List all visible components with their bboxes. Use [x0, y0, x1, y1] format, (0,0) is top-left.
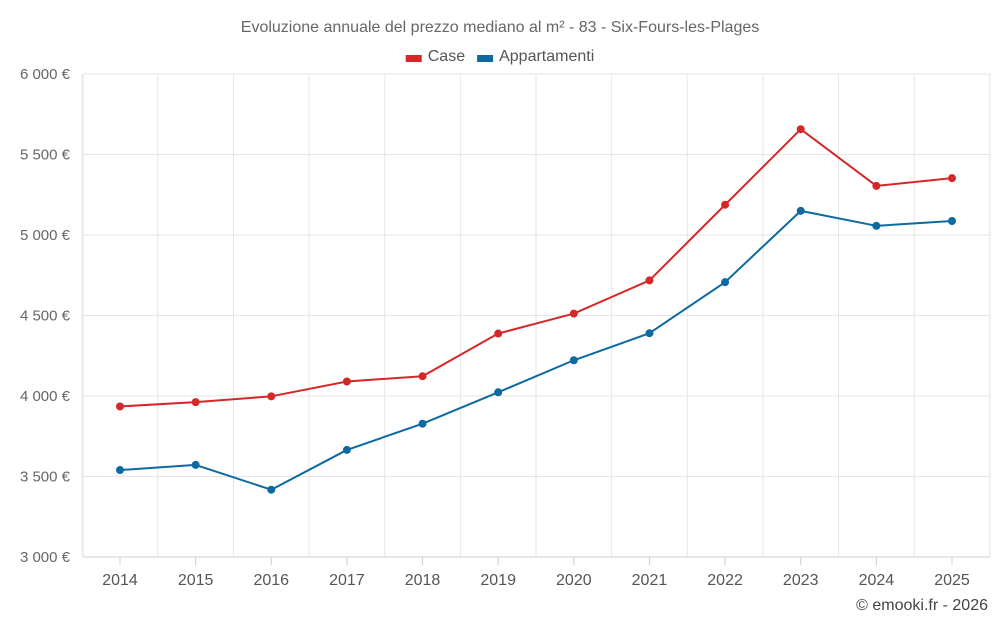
- x-tick-label: 2018: [405, 572, 441, 589]
- data-point-case[interactable]: [721, 200, 730, 209]
- data-point-case[interactable]: [116, 402, 124, 411]
- legend-swatch: [477, 55, 494, 62]
- data-point-case[interactable]: [494, 329, 503, 338]
- x-tick-label: 2015: [178, 572, 214, 589]
- legend-item-appartamenti[interactable]: Appartamenti: [477, 48, 594, 65]
- x-tick-label: 2023: [783, 572, 819, 589]
- y-tick-label: 3 000 €: [20, 549, 71, 566]
- y-tick-label: 4 500 €: [20, 308, 71, 325]
- data-point-appartamenti[interactable]: [116, 466, 124, 475]
- data-point-case[interactable]: [418, 372, 427, 381]
- chart-title: Evoluzione annuale del prezzo mediano al…: [241, 19, 759, 36]
- y-tick-label: 5 500 €: [20, 147, 71, 164]
- data-point-appartamenti[interactable]: [721, 278, 730, 287]
- legend-item-case[interactable]: Case: [405, 48, 465, 65]
- x-tick-label: 2022: [707, 572, 743, 589]
- series-line-appartamenti: [119, 209, 953, 491]
- x-tick-label: 2014: [102, 572, 138, 589]
- data-point-appartamenti[interactable]: [494, 388, 503, 397]
- series-appartamenti: [116, 206, 956, 494]
- data-point-appartamenti[interactable]: [796, 206, 805, 215]
- data-point-appartamenti[interactable]: [948, 216, 956, 225]
- legend-swatch: [405, 55, 422, 62]
- data-point-case[interactable]: [645, 276, 654, 285]
- legend-label: Case: [428, 48, 465, 65]
- gridlines: [81, 73, 991, 558]
- data-point-case[interactable]: [569, 309, 578, 318]
- data-point-case[interactable]: [267, 392, 276, 401]
- data-point-appartamenti[interactable]: [569, 356, 578, 365]
- data-point-case[interactable]: [872, 181, 881, 190]
- y-tick-label: 5 000 €: [20, 227, 71, 244]
- series-case: [116, 125, 956, 411]
- x-tick-label: 2020: [556, 572, 592, 589]
- legend: Case Appartamenti: [405, 48, 594, 65]
- credit-text: © emooki.fr - 2026: [856, 597, 988, 614]
- x-axis: 2014 2015 2016 2017 2018 2019 2020 2021 2022 2023…: [102, 557, 970, 589]
- y-tick-label: 3 500 €: [20, 469, 71, 486]
- data-point-appartamenti[interactable]: [872, 221, 881, 230]
- x-tick-label: 2025: [934, 572, 970, 589]
- data-point-appartamenti[interactable]: [645, 329, 654, 338]
- series-line-case: [119, 128, 953, 408]
- data-point-appartamenti[interactable]: [342, 445, 351, 454]
- data-point-case[interactable]: [191, 398, 200, 407]
- x-tick-label: 2021: [632, 572, 668, 589]
- data-point-appartamenti[interactable]: [267, 485, 276, 494]
- series-layer: [116, 125, 956, 494]
- legend-label: Appartamenti: [499, 48, 594, 65]
- x-tick-label: 2019: [480, 572, 516, 589]
- data-point-case[interactable]: [948, 174, 956, 183]
- y-axis: 3 000 € 3 500 € 4 000 € 4 500 € 5 000 € 5 500…: [20, 66, 71, 566]
- y-tick-label: 4 000 €: [20, 388, 71, 405]
- data-point-case[interactable]: [796, 125, 805, 134]
- x-tick-label: 2016: [253, 572, 289, 589]
- x-tick-label: 2024: [859, 572, 895, 589]
- x-tick-label: 2017: [329, 572, 365, 589]
- data-point-case[interactable]: [342, 377, 351, 386]
- y-tick-label: 6 000 €: [20, 66, 71, 83]
- data-point-appartamenti[interactable]: [418, 419, 427, 428]
- data-point-appartamenti[interactable]: [191, 460, 200, 469]
